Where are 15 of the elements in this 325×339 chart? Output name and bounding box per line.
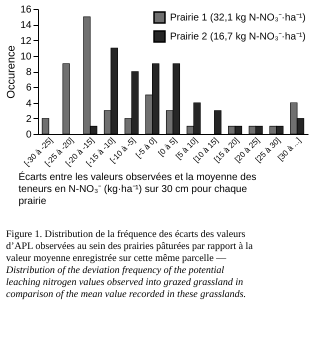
- y-tick-label: 4: [26, 98, 32, 110]
- caption: Figure 1. Distribution de la fréquence des écarts des valeurs d’APL observées au sein des prairies pâturées par rapport à la valeur moyenne enregistrée sur cette même parcelle —: [6, 229, 254, 264]
- y-axis-title: Occurence: [5, 45, 18, 99]
- y-tick-label: 0: [26, 130, 32, 140]
- y-tick-label: 8: [26, 67, 32, 78]
- legend-label: Prairie 1 (32,1 kg N-NO₃⁻·ha⁻¹): [170, 12, 306, 24]
- y-tick-label: 12: [20, 36, 32, 47]
- text: Distribution of the deviation frequency of the potential leaching nitrogen values observed into grazed grassland in comparison of the mean value recorded in these grasslands.: [5, 265, 246, 300]
- y-tick-label: 6: [26, 82, 32, 94]
- y-tick-label: 16: [20, 4, 32, 16]
- y-tick-label: 10: [20, 51, 32, 62]
- x-axis-title: Écarts entre les valeurs observées et la moyenne des teneurs en N-NO₃⁻ (kg·ha⁻¹) sur 30 cm pour chaque prairie: [18, 170, 256, 207]
- legend-label: Prairie 2 (16,7 kg N-NO₃⁻·ha⁻¹): [170, 32, 306, 42]
- y-tick-label: 14: [20, 20, 32, 32]
- y-tick-label: 2: [26, 114, 32, 125]
